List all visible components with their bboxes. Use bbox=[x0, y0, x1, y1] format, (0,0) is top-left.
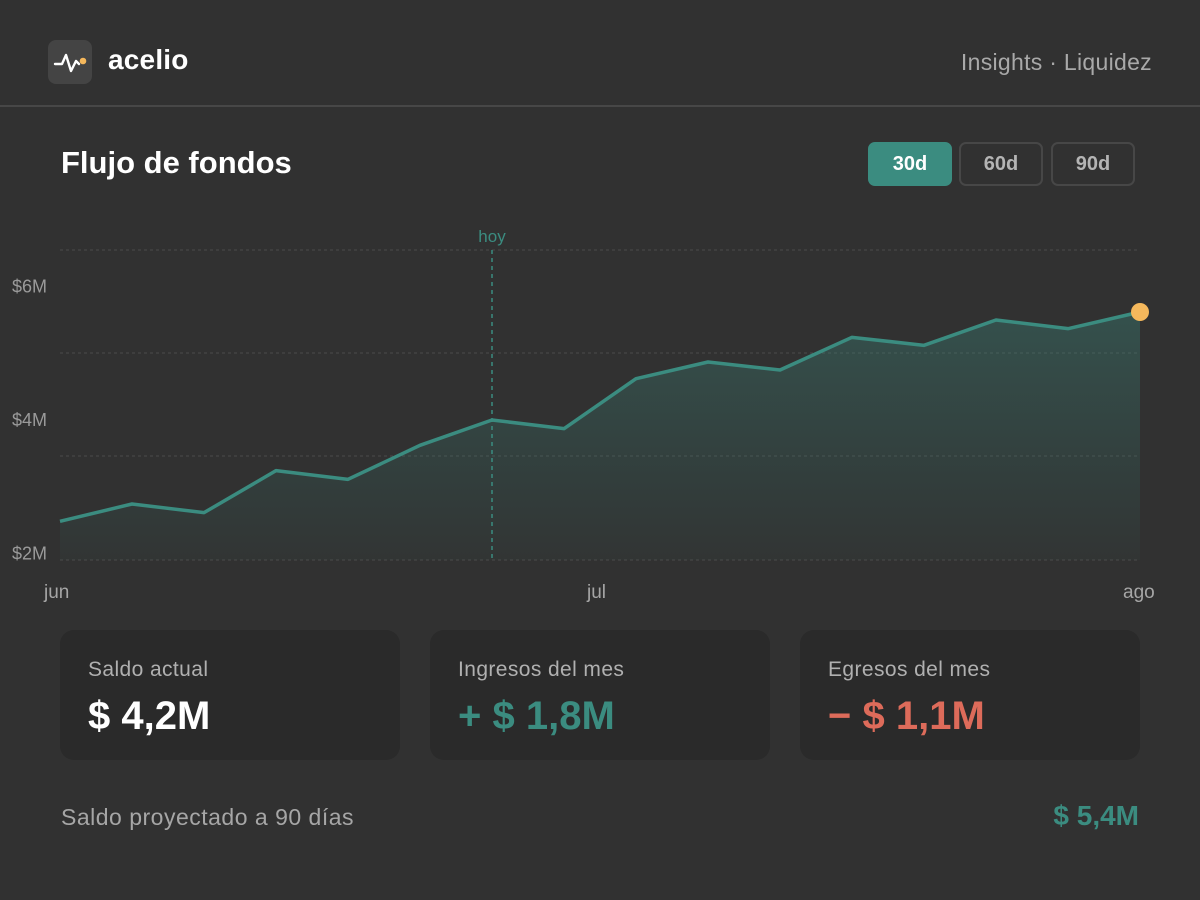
y-tick-label: $4M bbox=[12, 410, 47, 430]
balance-series-line bbox=[59, 310, 1141, 524]
monthly-expenses-card: Egresos del mes − $ 1,1M bbox=[800, 630, 1140, 760]
monthly-expenses-value: − $ 1,1M bbox=[828, 694, 985, 738]
y-tick-label: $2M bbox=[12, 543, 47, 563]
range-30d-button[interactable]: 30d bbox=[868, 142, 952, 186]
range-90d-button[interactable]: 90d bbox=[1051, 142, 1135, 186]
projection-label: Saldo proyectado a 90 días bbox=[61, 804, 355, 830]
page-title: Flujo de fondos bbox=[61, 145, 292, 180]
x-tick-label: ago bbox=[1123, 582, 1155, 603]
logo bbox=[48, 40, 92, 84]
current-balance-card: Saldo actual $ 4,2M bbox=[60, 630, 400, 760]
current-balance-value: $ 4,2M bbox=[88, 694, 211, 738]
today-label: hoy bbox=[478, 227, 506, 246]
app-name: acelio bbox=[108, 44, 189, 75]
cashflow-chart: hoy $6M $4M $2M jun jul ago bbox=[12, 227, 1155, 603]
app-header: acelio Insights · Liquidez bbox=[0, 0, 1200, 107]
latest-balance-point bbox=[1131, 303, 1149, 321]
x-tick-label: jul bbox=[586, 582, 606, 603]
monthly-income-card: Ingresos del mes + $ 1,8M bbox=[430, 630, 770, 760]
x-tick-label: jun bbox=[43, 582, 69, 603]
range-60d-button[interactable]: 60d bbox=[959, 142, 1043, 186]
monthly-income-value: + $ 1,8M bbox=[458, 694, 615, 738]
projection-value: $ 5,4M bbox=[1053, 800, 1139, 831]
breadcrumb[interactable]: Insights · Liquidez bbox=[960, 49, 1152, 75]
card-label: Ingresos del mes bbox=[458, 658, 625, 681]
y-tick-label: $6M bbox=[12, 277, 47, 297]
card-label: Saldo actual bbox=[88, 658, 209, 681]
chart-area bbox=[60, 312, 1140, 560]
activity-pulse-icon bbox=[53, 53, 87, 73]
card-label: Egresos del mes bbox=[828, 658, 991, 681]
